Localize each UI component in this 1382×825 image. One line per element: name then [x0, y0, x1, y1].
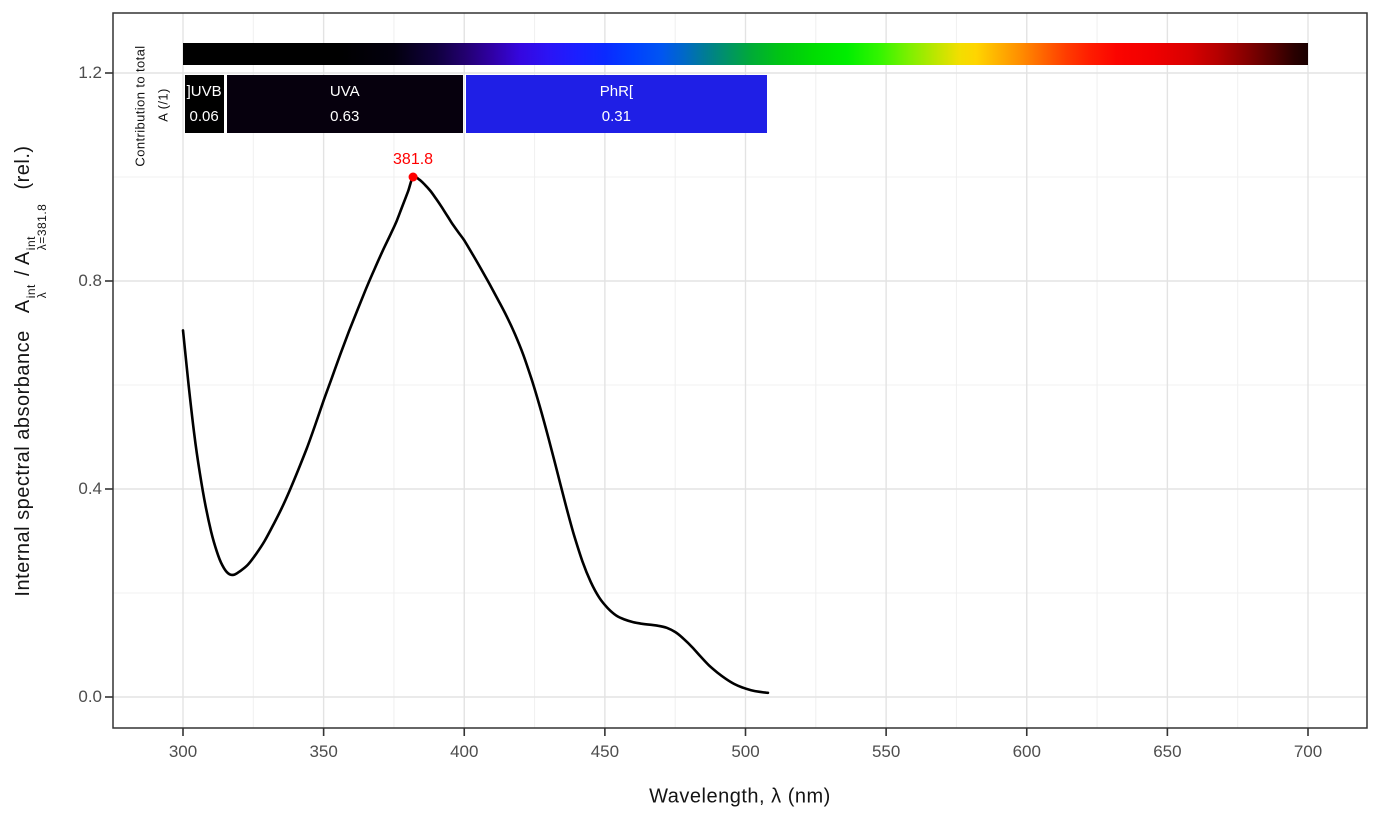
- x-tick-label-400: 400: [450, 742, 479, 761]
- y-tick-label-0.8: 0.8: [78, 271, 102, 290]
- x-tick-label-550: 550: [871, 742, 901, 761]
- x-tick-label-650: 650: [1153, 742, 1182, 761]
- x-tick-label-450: 450: [590, 742, 620, 761]
- waveband-box-uvb: ]UVB 0.06: [184, 75, 224, 133]
- waveband-value-phr: 0.31: [601, 108, 631, 125]
- waveband-box-uva: UVA 0.63: [226, 75, 463, 133]
- y-tick-label-0.0: 0.0: [78, 687, 102, 706]
- waveband-name-uva: UVA: [329, 83, 360, 100]
- waveband-name-phr: PhR[: [599, 83, 634, 100]
- peak-wavelength-label: 381.8: [393, 151, 434, 168]
- y-title-prefix: Internal spectral absorbance: [12, 330, 34, 597]
- waveband-box-phr: PhR[ 0.31: [465, 75, 768, 133]
- waveband-value-uvb: 0.06: [189, 108, 219, 125]
- absorbance-curve: [181, 175, 770, 695]
- x-tick-label-350: 350: [309, 742, 338, 761]
- panel-border: [112, 12, 1368, 729]
- y-title-symbol-2: A: [12, 251, 34, 266]
- waveband-name-uvb: ]UVB: [186, 83, 222, 100]
- x-tick-label-600: 600: [1012, 742, 1041, 761]
- x-tick-label-300: 300: [168, 742, 198, 761]
- wavelength-spectrum-bar: [183, 43, 1308, 65]
- peak-point: [408, 172, 418, 182]
- x-tick-label-700: 700: [1293, 742, 1323, 761]
- y-tick-label-0.4: 0.4: [78, 479, 102, 498]
- y-tick-label-1.2: 1.2: [78, 63, 102, 82]
- waveband-value-uva: 0.63: [330, 108, 360, 125]
- contribution-units-label: A (/1): [155, 88, 171, 122]
- y-title-symbol-1: A: [12, 299, 34, 314]
- y-title-supsub-2: int λ=381.8: [24, 203, 49, 251]
- contribution-axis-label: Contribution to total: [132, 45, 148, 167]
- y-title-slash: /: [12, 269, 34, 277]
- x-tick-label-500: 500: [731, 742, 760, 761]
- y-title-suffix: (rel.): [12, 145, 34, 190]
- x-axis-title: Wavelength, λ (nm): [649, 785, 831, 808]
